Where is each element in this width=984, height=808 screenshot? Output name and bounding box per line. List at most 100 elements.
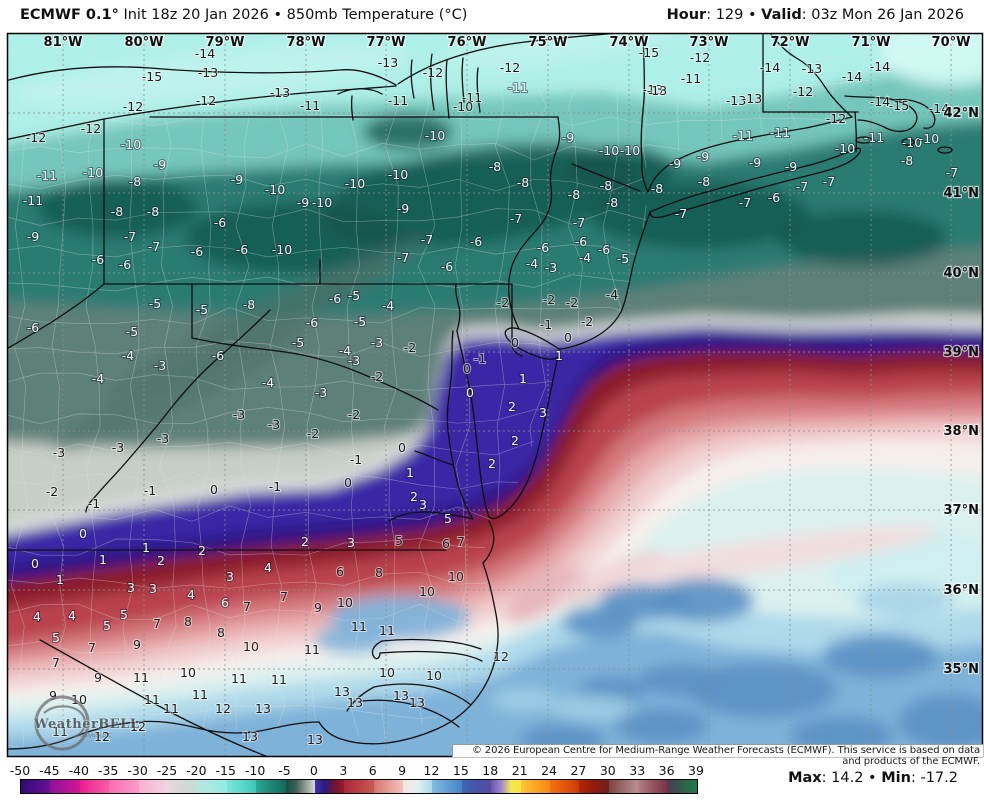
colorbar-segment — [256, 780, 286, 793]
temp-label: -4 — [579, 250, 592, 265]
temp-label: -7 — [124, 229, 136, 244]
temp-label: -12 — [423, 65, 443, 80]
temp-label: 11 — [231, 671, 247, 686]
temp-label: 11 — [52, 724, 68, 739]
temp-label: 3 — [127, 580, 135, 595]
temp-label: -7 — [796, 179, 808, 194]
temp-label: -12 — [26, 130, 46, 145]
valid-label: Valid — [761, 7, 802, 23]
temp-label: -9 — [231, 172, 244, 187]
temp-label: 9 — [94, 670, 102, 685]
colorbar-segment — [138, 780, 168, 793]
temp-label: -8 — [901, 153, 914, 168]
longitude-label: 74°W — [610, 35, 649, 50]
temp-label: -3 — [157, 431, 169, 446]
temp-label: -3 — [268, 417, 280, 432]
temp-label: -6 — [27, 320, 40, 335]
temp-label: 6 — [442, 536, 450, 551]
colorbar-segment — [109, 780, 139, 793]
temp-label: 0 — [31, 556, 39, 571]
temp-label: -11 — [37, 168, 57, 183]
latitude-label: 42°N — [944, 106, 979, 121]
temp-label: -13 — [726, 93, 746, 108]
temp-label: -15 — [889, 98, 909, 113]
temp-label: -6 — [92, 252, 105, 267]
temp-label: 7 — [457, 534, 465, 549]
temp-label: -5 — [348, 288, 360, 303]
temp-label: -12 — [81, 121, 101, 136]
temp-label: -9 — [297, 195, 310, 210]
temp-label: -1 — [474, 351, 486, 366]
temp-label: -10 — [835, 141, 855, 156]
min-value: -17.2 — [920, 770, 958, 786]
temp-label: -12 — [793, 84, 813, 99]
temp-label: -2 — [581, 314, 593, 329]
longitude-label: 75°W — [529, 35, 568, 50]
valid-value: 03z Mon 26 Jan 2026 — [811, 7, 964, 23]
temp-label: 2 — [410, 489, 418, 504]
hour-value: 129 — [715, 7, 744, 23]
colorbar-tick: 0 — [309, 763, 318, 778]
temp-label: -1 — [88, 496, 100, 511]
logo-brand: WeatherBELL — [33, 717, 140, 732]
temp-label: 11 — [304, 642, 320, 657]
colorbar-segment — [491, 780, 521, 793]
temp-label: 10 — [419, 584, 435, 599]
temp-label: -10 — [919, 131, 939, 146]
temp-label: 0 — [511, 335, 519, 350]
temp-label: -13 — [643, 82, 663, 97]
temp-label: 1 — [406, 465, 414, 480]
latitude-label: 37°N — [944, 503, 979, 518]
temp-label: -9 — [27, 229, 40, 244]
temp-label: -5 — [126, 324, 138, 339]
temp-label: -6 — [214, 215, 227, 230]
colorbar-segment — [550, 780, 580, 793]
temp-label: 2 — [511, 433, 519, 448]
colorbar-segment — [21, 780, 51, 793]
hour-label: Hour — [666, 7, 707, 23]
temp-label: -2 — [404, 340, 416, 355]
temp-label: -14 — [760, 60, 780, 75]
temp-label: 8 — [375, 565, 383, 580]
temp-label: 0 — [463, 361, 471, 376]
temp-label: -2 — [566, 295, 578, 310]
temp-label: -11 — [681, 71, 701, 86]
temp-label: -13 — [647, 83, 667, 98]
temp-label: -9 — [154, 157, 167, 172]
min-label: Min — [881, 770, 911, 786]
temp-label: 4 — [68, 608, 76, 623]
temp-label: 4 — [187, 587, 195, 602]
temp-label: -13 — [802, 61, 822, 76]
colorbar-tick: 18 — [482, 763, 499, 778]
temp-label: -4 — [262, 375, 275, 390]
temp-label: -5 — [196, 302, 208, 317]
model-name: ECMWF 0.1° — [20, 7, 119, 23]
temp-label: 1 — [142, 540, 150, 555]
temp-label: -4 — [526, 256, 539, 271]
temp-label: -11 — [388, 93, 408, 108]
temp-label: -14 — [842, 69, 862, 84]
temp-label: -14 — [929, 101, 949, 116]
temp-label: -12 — [196, 93, 216, 108]
temp-label: 7 — [88, 640, 96, 655]
longitude-label: 77°W — [367, 35, 406, 50]
temp-label: -7 — [573, 215, 585, 230]
temp-label: -11 — [300, 98, 320, 113]
temp-label: 6 — [336, 564, 344, 579]
temp-label: -6 — [470, 234, 483, 249]
temp-label: 11 — [192, 687, 208, 702]
temp-label: 12 — [215, 701, 231, 716]
temp-label: -10 — [83, 165, 103, 180]
temp-label: 11 — [379, 623, 395, 638]
temp-label: -6 — [212, 348, 225, 363]
temp-label: -1 — [269, 479, 281, 494]
temp-label: 2 — [301, 534, 309, 549]
temp-label: 13 — [347, 695, 363, 710]
temp-label: -3 — [371, 335, 383, 350]
temp-label: -3 — [233, 407, 245, 422]
temp-label: -2 — [348, 407, 360, 422]
temp-label: 0 — [466, 385, 474, 400]
temp-label: -6 — [236, 242, 249, 257]
temp-label: 12 — [130, 719, 146, 734]
temp-label: 13 — [307, 732, 323, 747]
